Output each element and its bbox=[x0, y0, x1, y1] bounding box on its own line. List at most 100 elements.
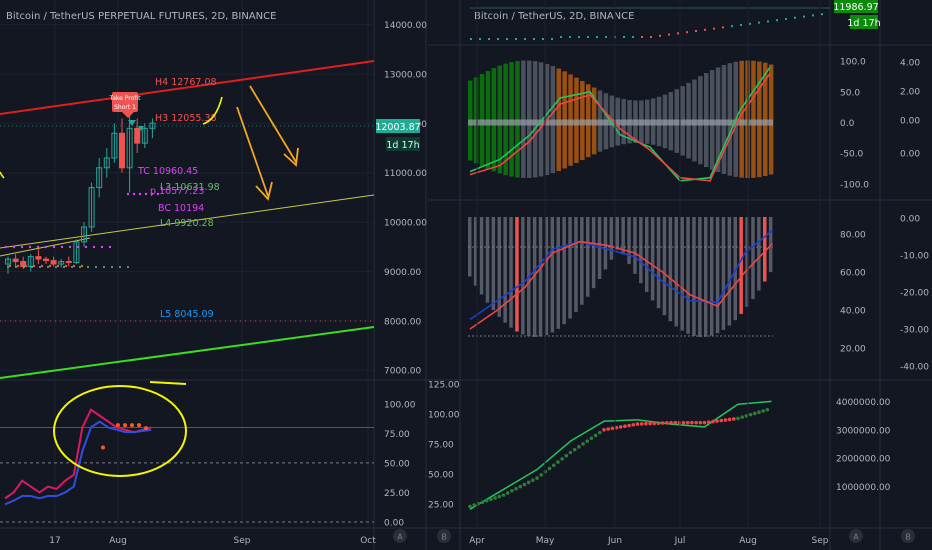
panel2-histogram-bar bbox=[680, 217, 684, 331]
panel2-histogram-bar bbox=[550, 217, 555, 333]
panel2-tick-outer: 0.00 bbox=[900, 215, 920, 225]
hand-drawn-circle-tail bbox=[149, 381, 187, 385]
panel3-dot bbox=[468, 504, 472, 509]
tc-dot bbox=[150, 192, 154, 196]
candle-body bbox=[35, 256, 42, 260]
panel2-histogram-bar bbox=[698, 217, 702, 337]
mini-price-dot bbox=[641, 36, 643, 38]
panel2-histogram-bar bbox=[650, 217, 655, 301]
mini-price-dot bbox=[515, 38, 517, 40]
candle-body bbox=[58, 261, 65, 265]
candle-body bbox=[111, 132, 118, 159]
price-tick-label: 11000.00 bbox=[384, 169, 427, 179]
panel3-dot bbox=[514, 486, 518, 491]
panel2-histogram-bar bbox=[591, 217, 596, 289]
osc-tick-label-outer: 50.00 bbox=[428, 471, 454, 481]
mini-price-dot bbox=[524, 38, 526, 40]
mini-price-dot bbox=[704, 28, 706, 31]
panel3-dot bbox=[732, 417, 736, 421]
osc-series-fast bbox=[4, 408, 152, 500]
panel3-dot bbox=[598, 430, 602, 435]
panel3-dot bbox=[752, 411, 757, 416]
mini-price-dot bbox=[668, 33, 670, 36]
panel3-dot bbox=[702, 420, 707, 425]
panel2-tick-outer: -20.00 bbox=[900, 289, 929, 299]
mini-price-dot bbox=[785, 18, 787, 20]
mini-price-dot bbox=[812, 14, 814, 17]
candle-body bbox=[126, 127, 133, 169]
panel3-dot bbox=[589, 436, 594, 441]
panel3-dot bbox=[635, 422, 640, 426]
time-tick-label: Oct bbox=[360, 536, 376, 546]
price-tick-label: 14000.00 bbox=[384, 21, 427, 31]
panel1-tick-inner: 50.0 bbox=[840, 88, 860, 98]
orange-arrow-line-1 bbox=[249, 85, 297, 163]
panel1-tick-outer: 4.00 bbox=[900, 59, 920, 69]
panel2-histogram-bar bbox=[509, 217, 513, 328]
osc-signal-dot bbox=[137, 423, 141, 428]
pivot-label: BC 10194 bbox=[158, 203, 204, 214]
panel2-histogram-bar bbox=[538, 217, 543, 337]
price-tick-label: 7000.00 bbox=[384, 367, 421, 377]
panel3-dot bbox=[585, 439, 590, 443]
panel2-histogram-bar bbox=[544, 217, 549, 336]
scale-button-label: A bbox=[397, 533, 403, 542]
mini-price-dot bbox=[722, 26, 724, 29]
mini-price-dot bbox=[479, 38, 481, 40]
panel3-tick: 2000000.00 bbox=[836, 455, 891, 465]
panel2-histogram-bar bbox=[485, 217, 490, 303]
panel2-histogram-bar bbox=[656, 217, 661, 309]
panel1-fast-line bbox=[469, 66, 771, 182]
panel3-dot bbox=[526, 480, 531, 485]
panel1-tick-inner: 100.0 bbox=[840, 58, 866, 68]
panel3-dot bbox=[593, 433, 598, 438]
panel2-tick-inner: 20.00 bbox=[840, 345, 866, 355]
panel2-histogram-bar bbox=[479, 217, 484, 295]
osc-tick-label-outer: 100.00 bbox=[428, 411, 460, 421]
panel2-histogram-bar bbox=[491, 217, 496, 311]
scale-button-label-right: A bbox=[853, 533, 859, 542]
panel3-dot bbox=[765, 407, 770, 412]
panel1-zero-band bbox=[468, 119, 773, 126]
price-tick-label: 8000.00 bbox=[384, 317, 421, 327]
tc-pivot-dot bbox=[84, 245, 88, 249]
price-badge-text: 12003.87 bbox=[375, 122, 420, 133]
sell-signal-tag bbox=[112, 92, 138, 112]
panel2-histogram-bar bbox=[733, 217, 737, 321]
mini-price-dot bbox=[821, 13, 823, 16]
right-time-tick-label: May bbox=[536, 536, 555, 546]
panel2-histogram-bar bbox=[639, 217, 643, 284]
osc-signal-dot bbox=[123, 423, 127, 428]
pivot-dot bbox=[56, 264, 60, 268]
l4-pivot-dot bbox=[119, 266, 121, 268]
price-tick-label: 9000.00 bbox=[384, 268, 421, 278]
panel2-histogram-bar bbox=[692, 217, 696, 336]
panel3-dot bbox=[669, 420, 673, 425]
panel3-dot bbox=[618, 425, 623, 429]
panel3-dot bbox=[568, 450, 573, 455]
panel3-dot bbox=[518, 484, 523, 489]
l4-pivot-dot bbox=[63, 266, 65, 268]
sell-tag-label: Short 1 bbox=[114, 104, 136, 111]
panel3-dot bbox=[606, 427, 610, 431]
panel3-volume-line bbox=[469, 400, 772, 510]
panel3-dot bbox=[623, 424, 627, 429]
panel3-tick: 4000000.00 bbox=[836, 398, 891, 408]
scale-button-label: B bbox=[441, 533, 447, 542]
mini-price-dot bbox=[488, 38, 490, 40]
candle-body bbox=[5, 258, 11, 265]
orange-arrow-line-2 bbox=[236, 106, 269, 197]
panel1-histogram-bar bbox=[538, 62, 544, 177]
panel2-tick-inner: 60.00 bbox=[840, 269, 866, 279]
panel3-dot bbox=[531, 478, 535, 482]
panel1-tick-outer: 0.00 bbox=[900, 150, 920, 160]
scale-button bbox=[393, 529, 407, 543]
panel3-dot bbox=[493, 496, 497, 500]
l4-pivot-dot bbox=[39, 266, 41, 268]
panel3-dot bbox=[577, 445, 581, 449]
orange-arrow-head-2 bbox=[255, 181, 273, 201]
tc-pivot-dot bbox=[92, 245, 96, 249]
osc-signal-dot bbox=[101, 445, 105, 450]
